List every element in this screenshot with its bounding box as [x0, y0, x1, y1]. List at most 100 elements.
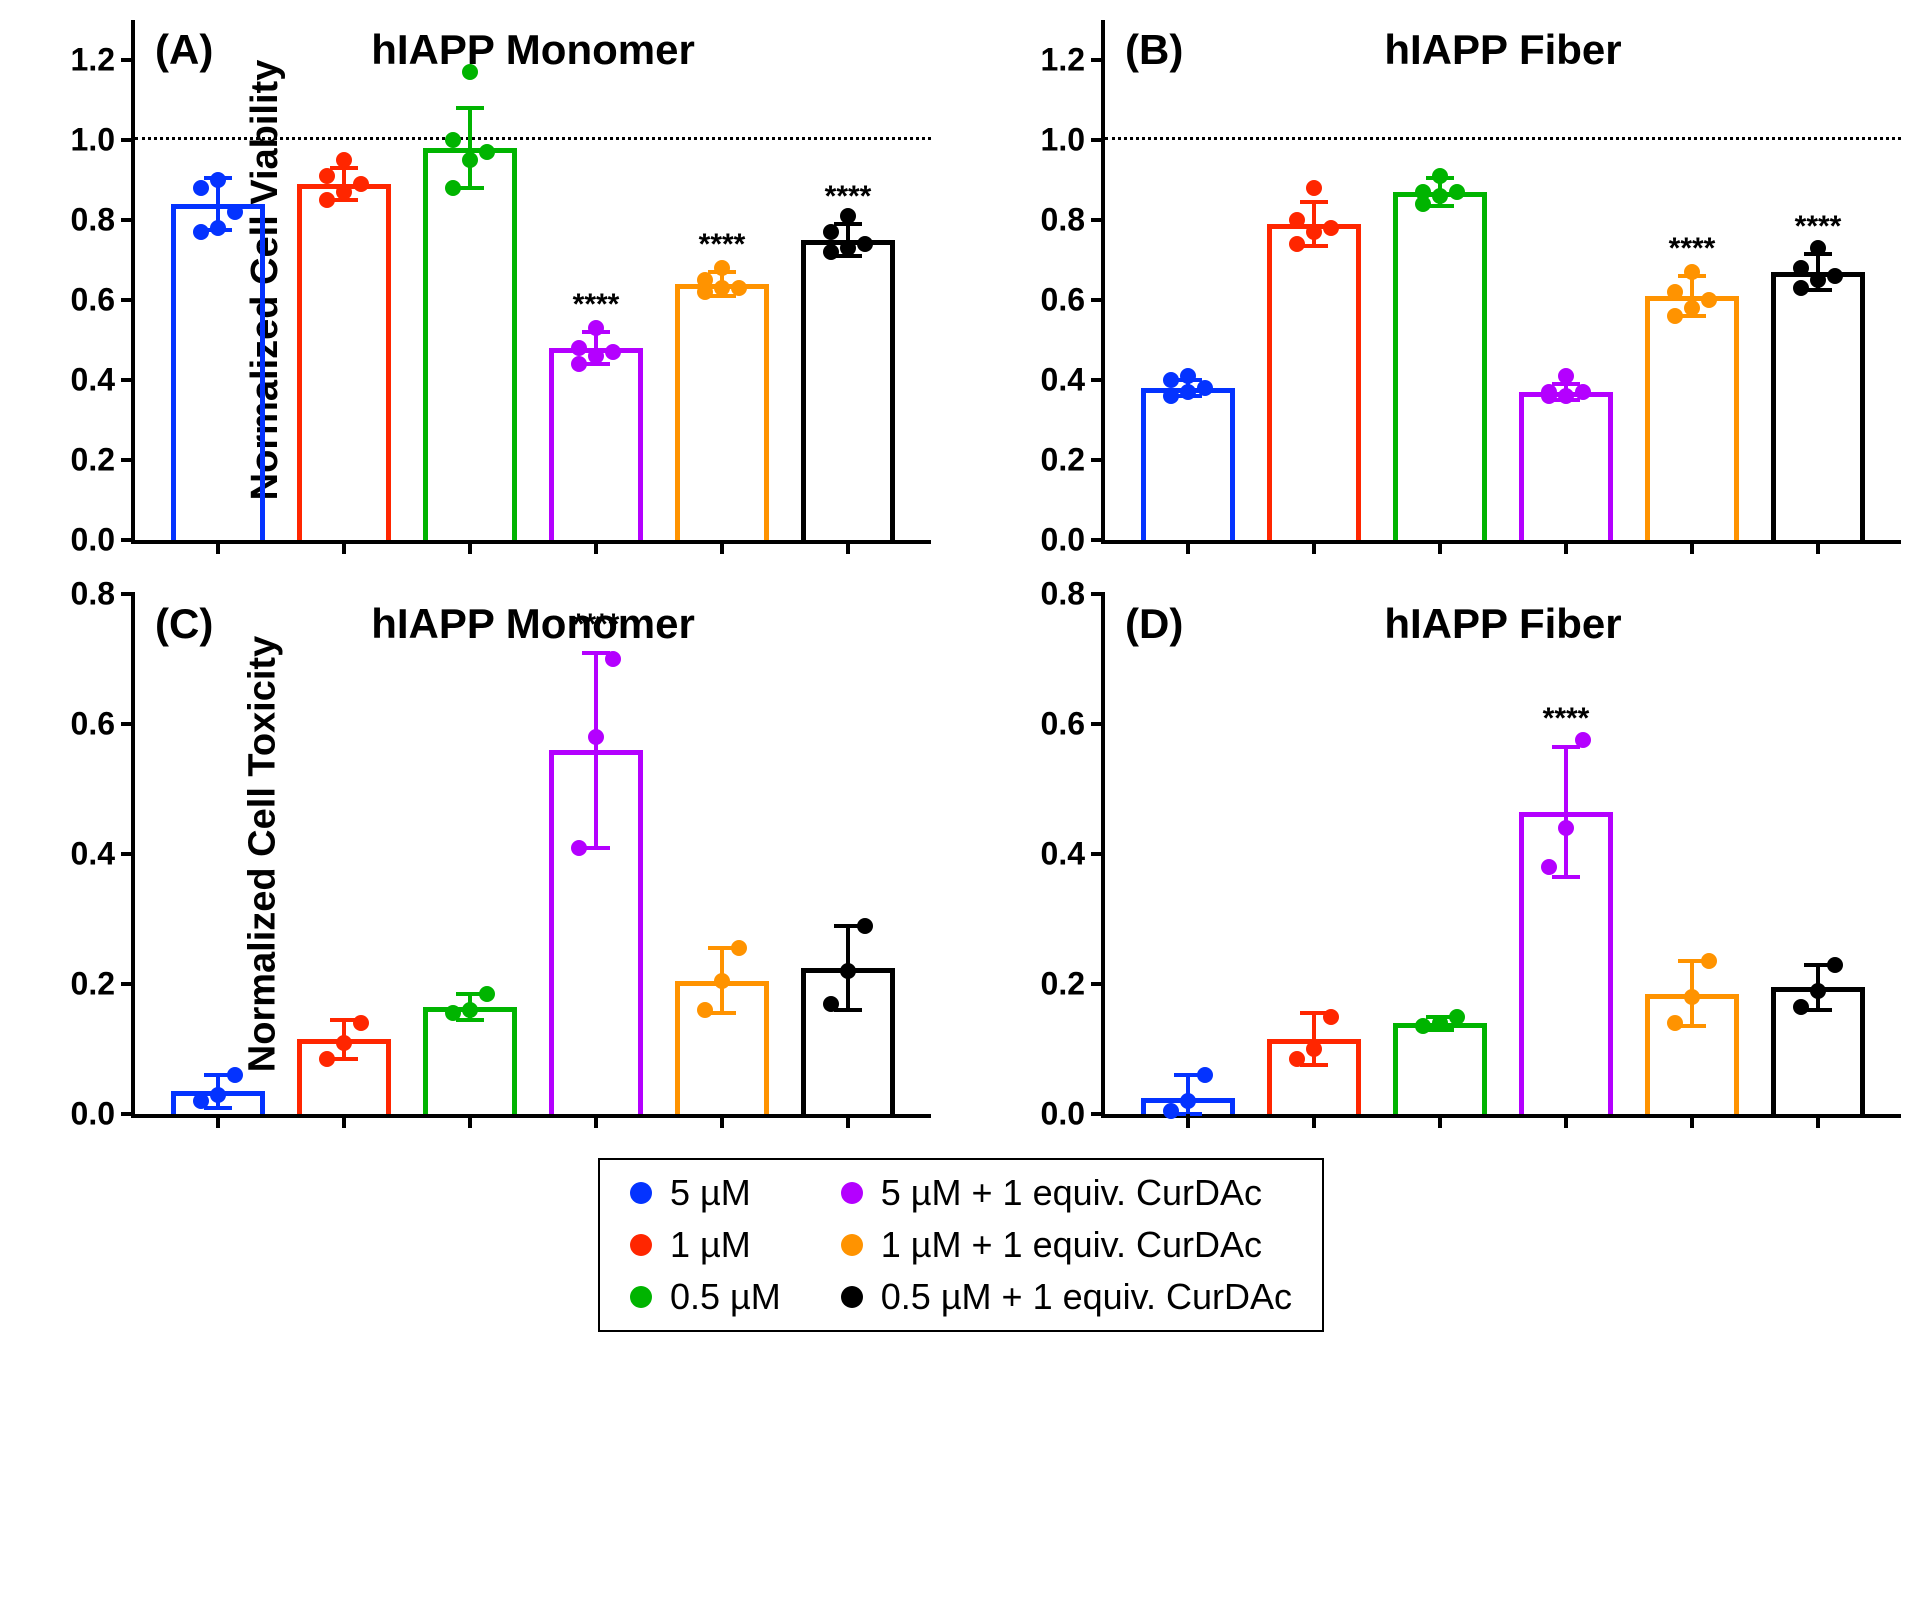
data-point	[193, 224, 209, 240]
data-point	[588, 348, 604, 364]
x-tick	[1186, 540, 1190, 554]
bars-container: ************	[155, 20, 911, 540]
x-tick	[468, 1114, 472, 1128]
error-bar-stem	[1312, 1013, 1316, 1065]
x-tick	[1438, 1114, 1442, 1128]
data-point	[1667, 308, 1683, 324]
data-point	[1415, 184, 1431, 200]
bar	[549, 348, 644, 540]
x-tick	[846, 540, 850, 554]
y-tick	[1091, 458, 1105, 462]
legend-dot-icon	[630, 1234, 652, 1256]
data-point	[1810, 272, 1826, 288]
data-point	[1197, 1067, 1213, 1083]
data-point	[227, 204, 243, 220]
data-point	[823, 244, 839, 260]
legend-dot-icon	[841, 1286, 863, 1308]
y-tick-label: 0.2	[1041, 442, 1085, 479]
data-point	[1163, 388, 1179, 404]
error-bar-stem	[468, 108, 472, 188]
data-point	[857, 236, 873, 252]
y-tick	[1091, 852, 1105, 856]
error-bar-cap	[1300, 1063, 1328, 1067]
significance-marker: ****	[573, 288, 620, 322]
data-point	[697, 1002, 713, 1018]
data-point	[210, 172, 226, 188]
plot-area-C: Normalized Cell Toxicity (C) hIAPP Monom…	[131, 594, 931, 1118]
data-point	[1684, 989, 1700, 1005]
bar	[171, 204, 266, 540]
significance-marker: ****	[699, 228, 746, 262]
panel-grid: Normalized Cell Viability (A) hIAPP Mono…	[21, 20, 1901, 1128]
y-tick	[121, 298, 135, 302]
y-tick	[121, 852, 135, 856]
y-tick	[1091, 298, 1105, 302]
figure-root: Normalized Cell Viability (A) hIAPP Mono…	[21, 20, 1901, 1332]
plot-area-B: (B) hIAPP Fiber 0.00.20.40.60.81.01.2***…	[1101, 20, 1901, 544]
data-point	[588, 320, 604, 336]
data-point	[1684, 264, 1700, 280]
data-point	[823, 996, 839, 1012]
data-point	[823, 224, 839, 240]
bar	[801, 240, 896, 540]
y-tick	[121, 1112, 135, 1116]
legend-label: 1 µM	[670, 1224, 751, 1266]
y-tick	[1091, 1112, 1105, 1116]
data-point	[1197, 380, 1213, 396]
panel-B: (B) hIAPP Fiber 0.00.20.40.60.81.01.2***…	[991, 20, 1901, 554]
significance-marker: ****	[573, 608, 620, 642]
data-point	[605, 344, 621, 360]
data-point	[1541, 384, 1557, 400]
y-tick-label: 0.8	[71, 576, 115, 613]
data-point	[1541, 859, 1557, 875]
data-point	[445, 180, 461, 196]
legend-dot-icon	[630, 1182, 652, 1204]
y-tick-label: 0.2	[1041, 966, 1085, 1003]
data-point	[1323, 220, 1339, 236]
y-tick-label: 0.6	[71, 706, 115, 743]
data-point	[193, 180, 209, 196]
error-bar-cap	[456, 106, 484, 110]
y-tick	[1091, 982, 1105, 986]
y-tick-label: 0.8	[1041, 202, 1085, 239]
data-point	[1558, 388, 1574, 404]
data-point	[1449, 184, 1465, 200]
bar	[297, 184, 392, 540]
data-point	[1701, 953, 1717, 969]
bar	[1645, 296, 1740, 540]
x-tick	[216, 1114, 220, 1128]
legend-item: 1 µM + 1 equiv. CurDAc	[841, 1224, 1292, 1266]
data-point	[1306, 180, 1322, 196]
x-tick	[1438, 540, 1442, 554]
y-tick-label: 1.2	[1041, 42, 1085, 79]
data-point	[193, 1093, 209, 1109]
bars-container: ****	[155, 594, 911, 1114]
data-point	[697, 272, 713, 288]
data-point	[571, 840, 587, 856]
data-point	[1289, 236, 1305, 252]
data-point	[1432, 188, 1448, 204]
legend-label: 5 µM	[670, 1172, 751, 1214]
legend: 5 µM5 µM + 1 equiv. CurDAc1 µM1 µM + 1 e…	[598, 1158, 1324, 1332]
x-tick	[720, 540, 724, 554]
y-tick-label: 0.6	[71, 282, 115, 319]
bars-container: ****	[1125, 594, 1881, 1114]
y-tick	[121, 138, 135, 142]
data-point	[1793, 260, 1809, 276]
data-point	[714, 280, 730, 296]
x-tick	[1312, 1114, 1316, 1128]
legend-item: 1 µM	[630, 1224, 781, 1266]
bar	[423, 1007, 518, 1114]
data-point	[353, 1015, 369, 1031]
error-bar-cap	[1300, 200, 1328, 204]
data-point	[714, 973, 730, 989]
y-tick-label: 0.4	[1041, 362, 1085, 399]
x-tick	[1816, 540, 1820, 554]
bar	[1141, 388, 1236, 540]
x-tick	[216, 540, 220, 554]
data-point	[1180, 368, 1196, 384]
data-point	[336, 1035, 352, 1051]
data-point	[1449, 1009, 1465, 1025]
data-point	[1667, 284, 1683, 300]
y-tick-label: 0.4	[71, 836, 115, 873]
